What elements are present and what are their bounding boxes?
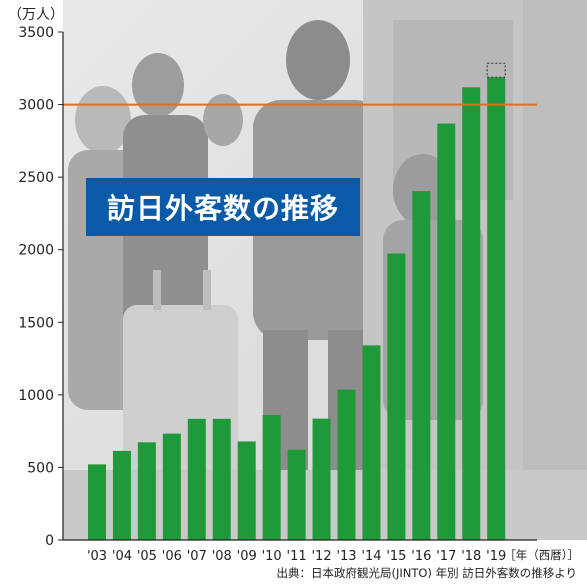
x-tick-label: '06: [162, 549, 182, 564]
x-tick-label: '18: [461, 549, 481, 564]
x-tick-label: '05: [137, 549, 157, 564]
x-tick-label: '16: [411, 549, 431, 564]
x-tick-label: '11: [287, 549, 307, 564]
bar-04: [112, 450, 131, 540]
x-tick-label: '15: [386, 549, 406, 564]
x-tick-label: '12: [311, 549, 331, 564]
chart-title: 訪日外客数の推移: [86, 178, 360, 236]
bar-10: [262, 415, 281, 540]
bar-07: [187, 418, 206, 540]
x-tick-label: '13: [336, 549, 356, 564]
x-tick-label: '03: [87, 549, 107, 564]
bar-11: [287, 449, 306, 540]
x-tick-label: '04: [112, 549, 132, 564]
x-tick-label: '14: [361, 549, 381, 564]
y-tick-label: 3500: [18, 25, 54, 41]
bar-03: [88, 464, 106, 540]
x-tick-label: '17: [436, 549, 456, 564]
x-axis-unit: ［年（西暦）］: [504, 548, 579, 562]
bar-13: [337, 389, 356, 540]
bar-06: [162, 433, 181, 540]
source-note: 出典：日本政府観光局(JINTO) 年別 訪日外客数の推移より: [276, 566, 577, 580]
y-tick-label: 3000: [18, 98, 54, 114]
y-tick-label: 0: [45, 533, 54, 549]
bar-05: [137, 442, 156, 540]
bar-17: [437, 123, 456, 540]
bar-19: [487, 77, 506, 540]
bar-15: [387, 253, 406, 540]
y-tick-label: 1000: [18, 388, 54, 404]
bar-12: [312, 418, 331, 540]
x-tick-label: '10: [262, 549, 282, 564]
x-tick-label: '07: [187, 549, 207, 564]
y-tick-label: 2500: [18, 170, 54, 186]
y-axis-unit: （万人）: [8, 7, 64, 23]
y-tick-label: 2000: [18, 243, 54, 259]
x-tick-label: '09: [237, 549, 257, 564]
x-tick-label: '08: [212, 549, 232, 564]
bar-09: [237, 441, 256, 540]
y-tick-label: 500: [27, 460, 54, 476]
bar-16: [412, 191, 431, 540]
bar-18: [462, 87, 481, 540]
preliminary-outline: [486, 62, 506, 78]
bar-08: [212, 418, 231, 540]
bar-14: [362, 345, 381, 540]
y-tick-label: 1500: [18, 315, 54, 331]
x-tick-label: '19: [486, 549, 506, 564]
